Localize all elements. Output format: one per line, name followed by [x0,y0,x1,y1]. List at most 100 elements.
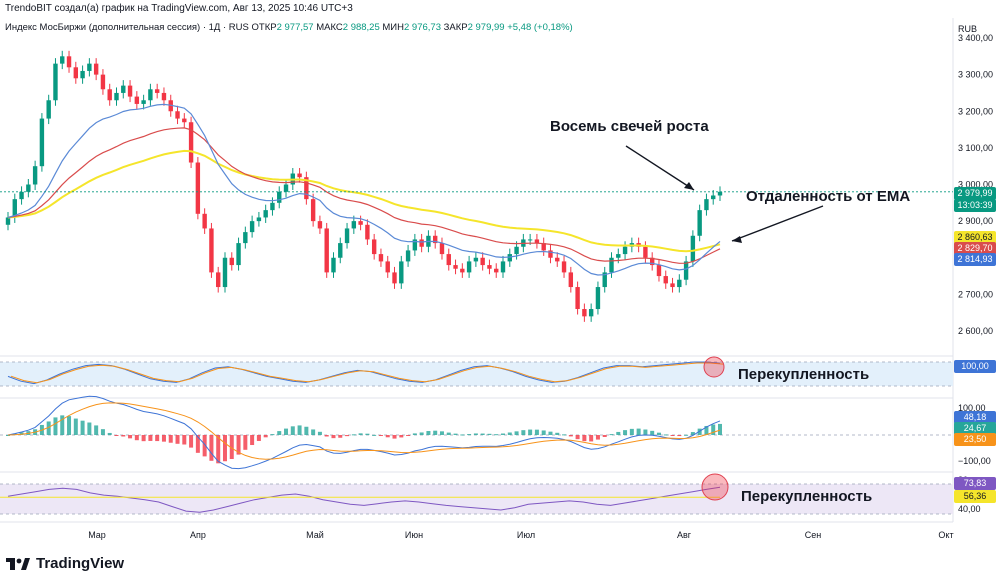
candle-body [473,257,479,262]
macd-histogram-bar [419,432,424,435]
high-label: МАКС [316,22,343,33]
macd-histogram-bar [114,435,119,436]
macd-histogram-bar [541,430,546,435]
macd-histogram-bar [161,435,166,442]
candle-body [555,257,560,262]
time-axis-label: Окт [938,530,953,540]
macd-histogram-bar [189,435,194,448]
macd-histogram-bar [304,426,309,435]
macd-histogram-bar [439,431,444,435]
arrow-ema-distance [731,205,824,242]
candle-body [26,184,31,192]
macd-histogram-bar [229,435,234,460]
candle-body [107,89,112,101]
timer-tag: 13:03:39 [954,199,996,212]
macd-histogram-bar [568,435,573,437]
candle-body [121,85,126,93]
candle-body [385,261,390,273]
macd-histogram-bar [365,433,370,435]
candle-body [480,257,485,266]
candle-body [317,221,323,229]
macd-histogram-bar [290,426,295,435]
candle-body [161,92,167,101]
candle-body [141,100,146,104]
rsi-tag-1: 73,83 [954,477,996,490]
macd-histogram-bar [378,435,383,437]
macd-histogram-bar [67,416,72,435]
candle-body [677,279,682,288]
high-value: 2 988,25 [342,22,380,33]
candle-body [236,243,241,266]
change-value: +5,48 (+0,18%) [507,22,573,33]
macd-histogram-bar [284,428,289,435]
macd-histogram-bar [324,435,329,437]
macd-histogram-bar [250,435,255,446]
macd-histogram-bar [555,432,560,435]
candle-body [622,246,628,255]
candle-body [19,191,24,200]
macd-tag-1: 48,18 [954,411,996,424]
macd-axis-label: 100,00 [958,403,986,413]
candle-body [717,191,723,196]
annotation-overbought-stoch: Перекупленность [738,366,870,383]
candle-body [134,96,140,104]
candle-body [39,118,45,167]
macd-histogram-bar [94,425,99,435]
macd-histogram-bar [107,432,112,435]
candle-body [609,257,614,273]
macd-histogram-bar [656,432,661,435]
time-axis-label: Мар [88,530,106,540]
candle-body [697,210,702,236]
candle-body [534,239,540,244]
macd-signal-line [7,402,721,460]
candle-body [487,265,492,269]
macd-histogram-bar [53,417,58,435]
macd-histogram-bar [534,429,539,435]
price-axis-label: 3 100,00 [958,143,993,153]
arrowhead-ema-distance [732,236,742,243]
candle-body [243,232,248,244]
price-axis-label: 3 200,00 [958,106,993,116]
candle-body [595,287,601,310]
macd-histogram-bar [460,434,465,436]
macd-histogram-bar [514,431,519,435]
macd-histogram-bar [582,435,587,442]
macd-histogram-bar [501,433,506,435]
candle-body [5,217,11,225]
candle-body [324,228,329,273]
macd-histogram-bar [263,435,268,438]
macd-histogram-bar [595,435,600,440]
macd-histogram-bar [317,431,322,435]
candle-body [338,243,343,258]
candle-body [12,199,17,218]
candle-body [358,221,363,225]
macd-histogram-bar [134,435,139,441]
candle-body [188,122,194,163]
stoch-tag: 100,00 [954,360,996,373]
macd-histogram-bar [684,434,689,436]
time-axis-label: Апр [190,530,206,540]
symbol-title[interactable]: Индекс МосБиржи (дополнительная сессия) … [5,22,249,33]
ema-yellow-line [7,149,721,253]
brand[interactable]: TradingView [6,555,124,572]
macd-histogram-bar [629,428,634,435]
candle-body [663,276,668,284]
macd-histogram-bar [216,435,221,464]
stoch-band [0,362,953,386]
macd-histogram-bar [711,424,716,435]
macd-histogram-bar [704,425,709,435]
macd-histogram-bar [372,434,377,436]
macd-histogram-bar [297,425,302,435]
candle-body [297,173,302,178]
candle-body [568,272,574,288]
candle-body [202,213,207,229]
candle-body [378,254,384,262]
close-label: ЗАКР [443,22,468,33]
macd-histogram-bar [426,431,431,435]
macd-histogram-bar [168,435,173,443]
macd-histogram-bar [6,435,10,436]
candle-body [704,199,709,211]
candle-body [32,166,38,185]
candle-body [582,309,587,317]
